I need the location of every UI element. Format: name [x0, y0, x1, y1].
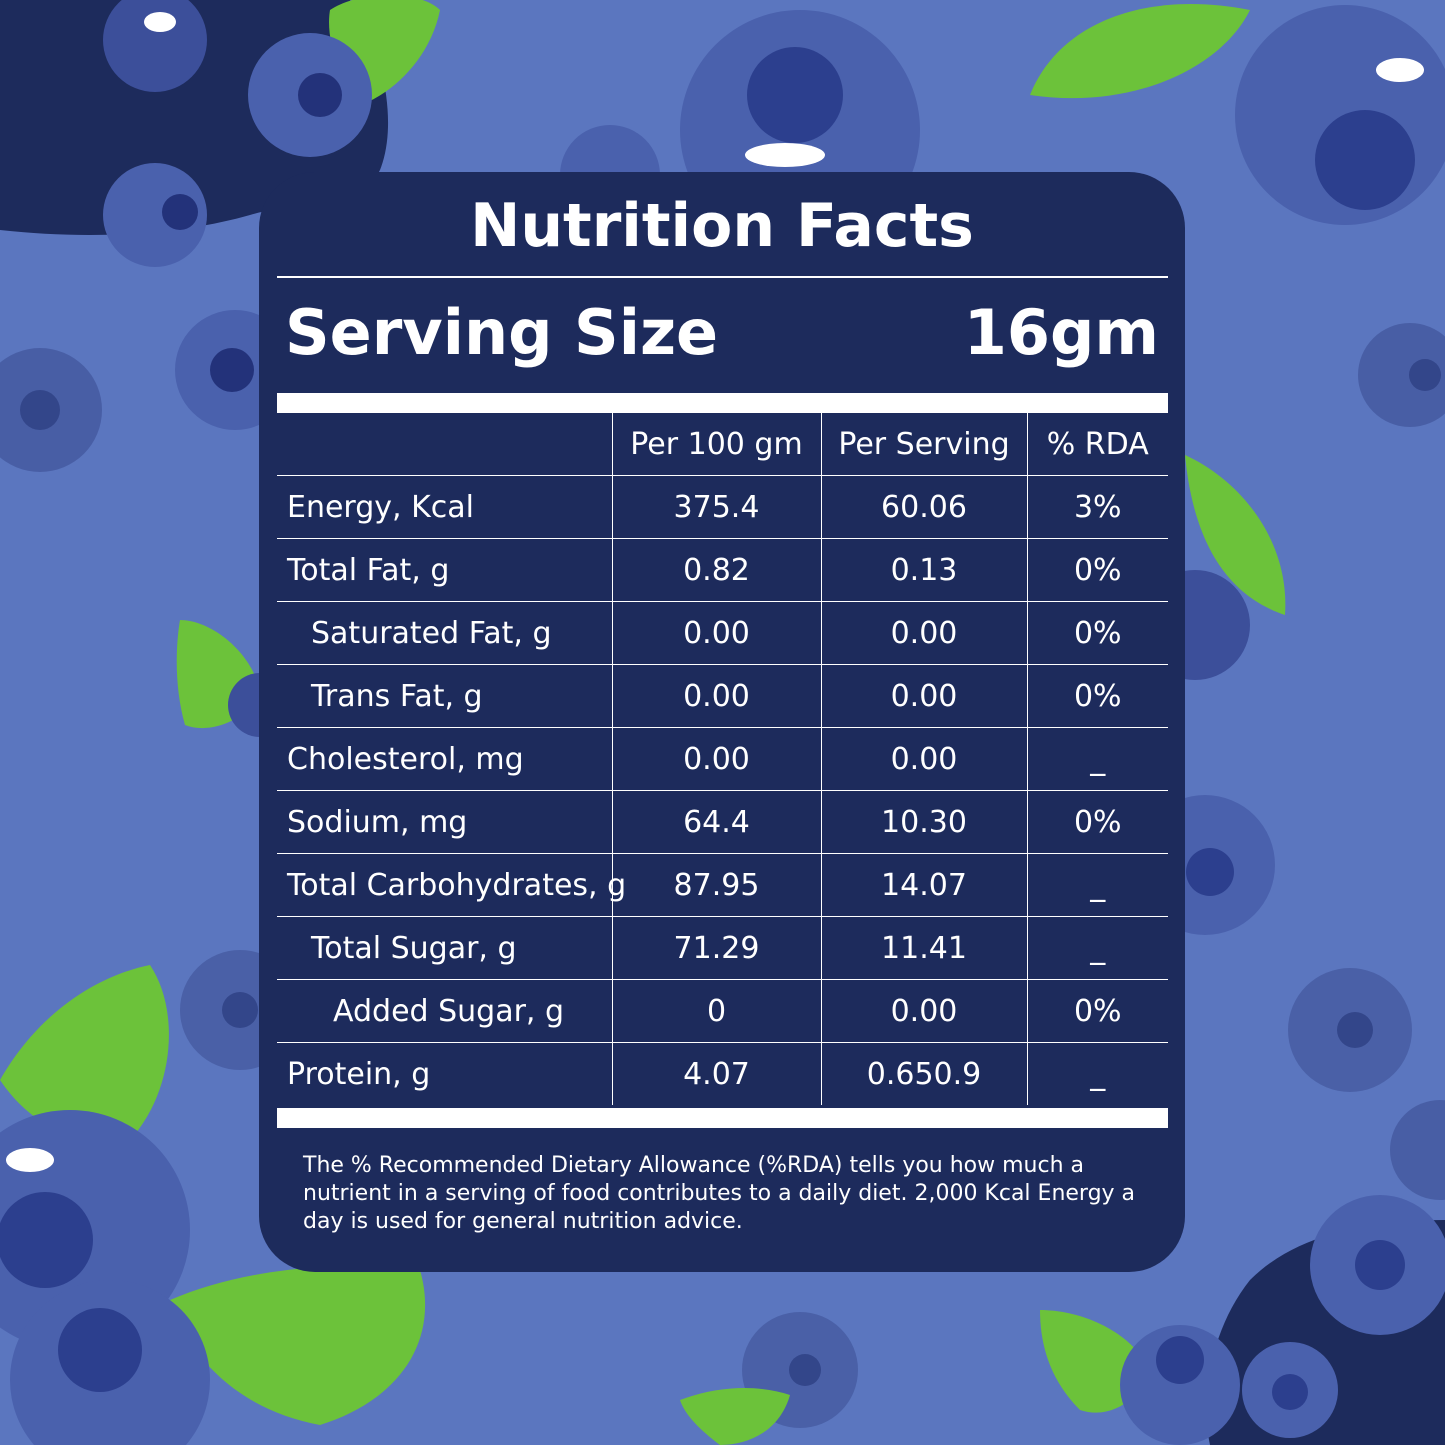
panel-title: Nutrition Facts: [470, 191, 974, 261]
header-rda: % RDA: [1026, 413, 1168, 476]
value-per-100: 375.4: [611, 475, 822, 539]
value-rda: 0%: [1026, 601, 1168, 665]
value-per-serving: 0.00: [820, 727, 1028, 791]
value-rda: 0%: [1026, 664, 1168, 728]
value-per-serving: 14.07: [820, 853, 1028, 917]
table-row: Trans Fat, g 0.00 0.00 0%: [277, 664, 1168, 728]
nutrient-name: Trans Fat, g: [277, 664, 613, 728]
value-per-serving: 10.30: [820, 790, 1028, 854]
table-row: Total Fat, g 0.82 0.13 0%: [277, 538, 1168, 602]
table-row: Total Carbohydrates, g 87.95 14.07 _: [277, 853, 1168, 917]
table-row: Saturated Fat, g 0.00 0.00 0%: [277, 601, 1168, 665]
value-per-100: 87.95: [611, 853, 822, 917]
table-bottom-bar: [277, 1108, 1168, 1128]
value-rda: 0%: [1026, 538, 1168, 602]
value-per-serving: 0.13: [820, 538, 1028, 602]
nutrient-name: Added Sugar, g: [277, 979, 613, 1043]
value-per-100: 4.07: [611, 1042, 822, 1105]
header-per-100: Per 100 gm: [611, 413, 822, 476]
table-row: Added Sugar, g 0 0.00 0%: [277, 979, 1168, 1043]
value-rda: 3%: [1026, 475, 1168, 539]
table-row: Protein, g 4.07 0.650.9 _: [277, 1042, 1168, 1105]
table-row: Energy, Kcal 375.4 60.06 3%: [277, 475, 1168, 539]
nutrient-name: Sodium, mg: [277, 790, 613, 854]
value-per-100: 71.29: [611, 916, 822, 980]
rda-footnote: The % Recommended Dietary Allowance (%RD…: [303, 1153, 1136, 1234]
nutrition-table: Per 100 gm Per Serving % RDA Energy, Kca…: [277, 413, 1168, 1105]
value-per-100: 0.00: [611, 664, 822, 728]
nutrient-name: Total Sugar, g: [277, 916, 613, 980]
value-rda: 0%: [1026, 979, 1168, 1043]
table-top-bar: [277, 393, 1168, 413]
serving-size-row: Serving Size 16gm: [285, 292, 1159, 372]
nutrient-name: Total Fat, g: [277, 538, 613, 602]
value-per-serving: 0.00: [820, 979, 1028, 1043]
value-per-serving: 0.00: [820, 664, 1028, 728]
value-rda: _: [1026, 916, 1168, 980]
header-nutrient: [277, 413, 613, 476]
nutrient-name: Total Carbohydrates, g: [277, 853, 626, 917]
nutrient-name: Protein, g: [277, 1042, 613, 1105]
table-header-row: Per 100 gm Per Serving % RDA: [277, 413, 1168, 476]
value-rda: _: [1026, 1042, 1168, 1105]
value-rda: 0%: [1026, 790, 1168, 854]
value-per-100: 0.00: [611, 727, 822, 791]
value-per-100: 64.4: [611, 790, 822, 854]
nutrition-facts-panel: Nutrition Facts Serving Size 16gm Per 10…: [259, 172, 1185, 1272]
nutrient-name: Energy, Kcal: [277, 475, 613, 539]
value-rda: _: [1026, 727, 1168, 791]
value-per-100: 0.82: [611, 538, 822, 602]
value-per-serving: 0.00: [820, 601, 1028, 665]
nutrient-name: Cholesterol, mg: [277, 727, 613, 791]
header-per-serving: Per Serving: [820, 413, 1028, 476]
value-per-serving: 11.41: [820, 916, 1028, 980]
table-row: Total Sugar, g 71.29 11.41 _: [277, 916, 1168, 980]
value-per-serving: 60.06: [820, 475, 1028, 539]
serving-size-label: Serving Size: [285, 295, 719, 369]
table-row: Sodium, mg 64.4 10.30 0%: [277, 790, 1168, 854]
value-per-100: 0: [611, 979, 822, 1043]
value-per-100: 0.00: [611, 601, 822, 665]
value-per-serving: 0.650.9: [820, 1042, 1028, 1105]
serving-size-value: 16gm: [963, 295, 1159, 369]
value-rda: _: [1026, 853, 1168, 917]
nutrient-name: Saturated Fat, g: [277, 601, 613, 665]
title-divider: [277, 276, 1168, 278]
table-row: Cholesterol, mg 0.00 0.00 _: [277, 727, 1168, 791]
